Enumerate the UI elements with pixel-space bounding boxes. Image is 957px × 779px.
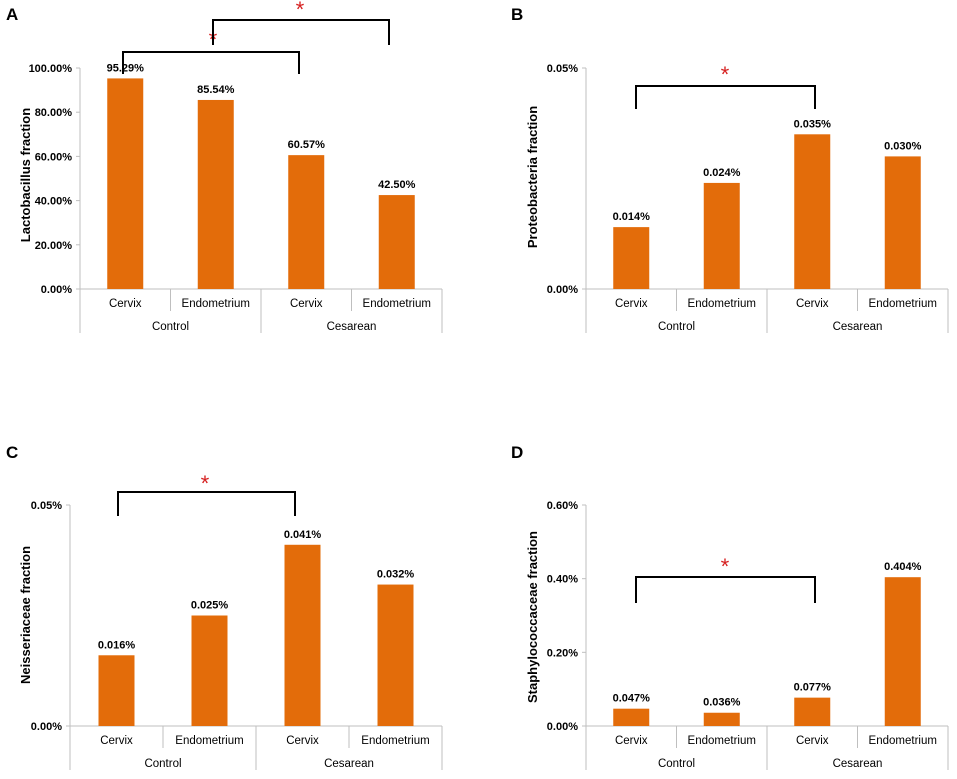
x-group-label: Control <box>144 758 181 770</box>
x-category-label: Endometrium <box>182 298 250 310</box>
bar-3 <box>794 134 831 289</box>
x-group-label: Cesarean <box>833 758 883 770</box>
y-tick-label: 0.05% <box>547 63 578 75</box>
x-category-label: Endometrium <box>869 735 937 747</box>
bar-4 <box>884 156 921 289</box>
bar-2 <box>703 182 740 289</box>
data-label: 85.54% <box>197 84 235 96</box>
bar-1 <box>98 655 135 726</box>
panel-label: A <box>6 5 18 24</box>
x-group-label: Cesarean <box>324 758 374 770</box>
x-category-label: Cervix <box>100 735 133 747</box>
data-label: 0.016% <box>98 639 136 651</box>
significance-star: * <box>200 471 210 496</box>
x-group-label: Control <box>658 321 695 333</box>
x-category-label: Endometrium <box>688 735 756 747</box>
x-group-label: Cesarean <box>327 321 377 333</box>
panel-a: A Lactobacillus fraction 0.00% 20.00% 40.00%… <box>6 0 443 333</box>
panel-label: C <box>6 443 18 462</box>
data-label: 0.032% <box>377 569 415 581</box>
significance-star: * <box>295 0 305 22</box>
y-tick-label: 40.00% <box>35 196 73 208</box>
y-tick-label: 60.00% <box>35 151 73 163</box>
x-group-label: Control <box>152 321 189 333</box>
x-group-label: Control <box>658 758 695 770</box>
significance-bracket <box>212 19 390 45</box>
y-tick-label: 80.00% <box>35 107 73 119</box>
data-label: 42.50% <box>378 179 416 191</box>
bar-2 <box>703 712 740 726</box>
y-tick-label: 0.00% <box>547 721 578 733</box>
data-label: 0.404% <box>884 561 922 573</box>
significance-star: * <box>720 554 730 579</box>
x-group-label: Cesarean <box>833 321 883 333</box>
x-category-label: Cervix <box>615 735 648 747</box>
x-category-label: Cervix <box>615 298 648 310</box>
x-category-label: Endometrium <box>363 298 431 310</box>
bar-2 <box>191 615 228 726</box>
significance-star: * <box>720 62 730 87</box>
bar-1 <box>613 708 650 726</box>
bar-3 <box>794 697 831 726</box>
x-category-label: Endometrium <box>361 735 429 747</box>
y-tick-label: 100.00% <box>29 63 73 75</box>
data-label: 0.036% <box>703 697 741 709</box>
x-category-label: Cervix <box>290 298 323 310</box>
x-category-label: Cervix <box>796 298 829 310</box>
data-label: 95.29% <box>107 62 145 74</box>
data-label: 0.025% <box>191 600 229 612</box>
data-label: 0.030% <box>884 140 922 152</box>
y-axis-label: Neisseriaceae fraction <box>18 546 33 684</box>
significance-bracket <box>635 576 816 603</box>
y-axis-label: Lactobacillus fraction <box>18 108 33 242</box>
panel-c: C Neisseriaceae fraction 0.00% 0.05% Cervix E… <box>6 443 443 770</box>
data-label: 0.041% <box>284 529 322 541</box>
y-tick-label: 0.00% <box>547 284 578 296</box>
bar-1 <box>613 227 650 289</box>
panel-label: B <box>511 5 523 24</box>
bar-1 <box>107 78 144 289</box>
data-label: 0.024% <box>703 167 741 179</box>
data-label: 0.047% <box>613 693 651 705</box>
significance-bracket <box>635 85 816 109</box>
bar-4 <box>378 195 415 289</box>
bar-3 <box>284 544 321 726</box>
x-category-label: Endometrium <box>175 735 243 747</box>
panel-d: D Staphylococcaceae fraction 0.00% 0.20% 0.4… <box>511 443 949 770</box>
y-tick-label: 0.00% <box>41 284 72 296</box>
y-axis-label: Proteobacteria fraction <box>525 106 540 248</box>
significance-bracket <box>122 51 300 74</box>
data-label: 0.014% <box>613 211 651 223</box>
y-tick-label: 0.20% <box>547 647 578 659</box>
y-tick-label: 0.40% <box>547 574 578 586</box>
bar-2 <box>197 99 234 289</box>
bar-3 <box>288 155 325 289</box>
y-tick-label: 0.60% <box>547 500 578 512</box>
data-label: 0.077% <box>794 682 832 694</box>
significance-bracket <box>117 491 296 516</box>
y-tick-label: 0.05% <box>31 500 62 512</box>
x-category-label: Cervix <box>796 735 829 747</box>
data-label: 60.57% <box>288 139 326 151</box>
y-tick-label: 20.00% <box>35 240 73 252</box>
y-axis-label: Staphylococcaceae fraction <box>525 531 540 703</box>
y-tick-label: 0.00% <box>31 721 62 733</box>
x-category-label: Endometrium <box>688 298 756 310</box>
x-category-label: Endometrium <box>869 298 937 310</box>
panel-label: D <box>511 443 523 462</box>
panel-b: B Proteobacteria fraction 0.00% 0.05% Cervix… <box>511 5 949 333</box>
data-label: 0.035% <box>794 118 832 130</box>
x-category-label: Cervix <box>109 298 142 310</box>
x-category-label: Cervix <box>286 735 319 747</box>
bar-4 <box>377 584 414 726</box>
bar-4 <box>884 577 921 726</box>
